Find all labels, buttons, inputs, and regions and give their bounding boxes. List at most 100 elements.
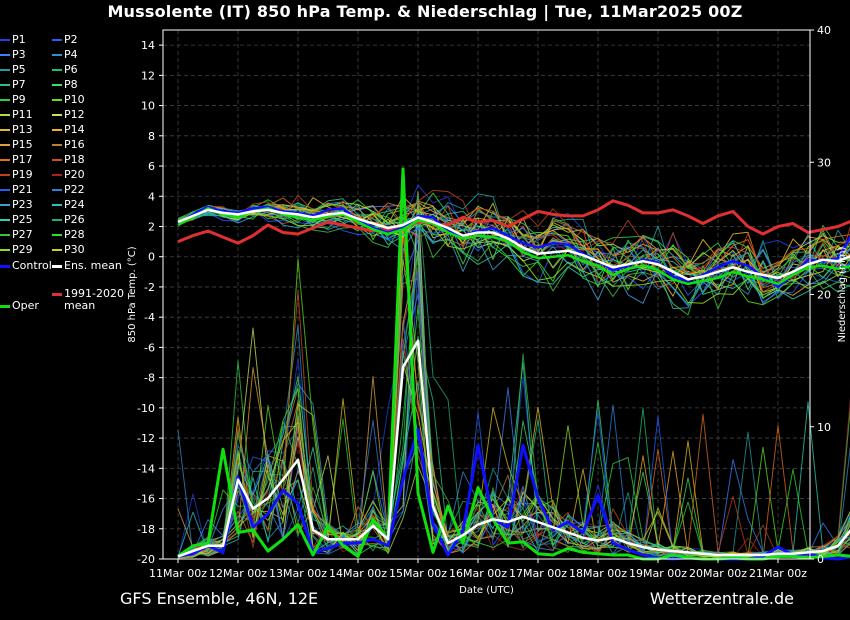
legend-swatch (52, 144, 62, 146)
legend-label: P12 (64, 108, 85, 121)
y-tick-label: -18 (137, 523, 155, 536)
legend-swatch (0, 249, 10, 251)
legend-label: P6 (64, 63, 78, 76)
legend-label: Control (12, 259, 52, 272)
y-tick-label: 4 (148, 190, 155, 203)
legend-label: P8 (64, 78, 78, 91)
legend-label: P7 (12, 78, 26, 91)
legend-label: P26 (64, 213, 85, 226)
chart-title: Mussolente (IT) 850 hPa Temp. & Niedersc… (107, 2, 743, 21)
legend-swatch (52, 292, 62, 296)
legend-item: P15 (0, 139, 33, 151)
y-tick-label: 2 (148, 220, 155, 233)
grid (163, 30, 810, 560)
legend-swatch (0, 114, 10, 116)
legend-item: P30 (52, 244, 85, 256)
legend-mean: Ens. mean (52, 260, 122, 272)
legend-item: P10 (52, 94, 85, 106)
legend-swatch (0, 234, 10, 236)
legend-oper: Oper (0, 300, 39, 312)
legend-swatch (0, 219, 10, 221)
legend-label: P1 (12, 33, 26, 46)
legend-label: P11 (12, 108, 33, 121)
legend-swatch (0, 69, 10, 71)
legend-label: P24 (64, 198, 85, 211)
y-tick-label: 10 (141, 100, 155, 113)
control-precip-line (177, 427, 850, 561)
legend-item: P7 (0, 79, 26, 91)
legend-item: P2 (52, 34, 78, 46)
y-tick-label: -6 (144, 341, 155, 354)
y-tick-label: -16 (137, 493, 155, 506)
legend-item: P29 (0, 244, 33, 256)
member-temp-line (177, 211, 850, 310)
legend-swatch (52, 249, 62, 251)
x-tick-label: 18Mar 00z (569, 567, 627, 580)
legend-climate-line2: mean (64, 299, 96, 312)
legend-label: P4 (64, 48, 78, 61)
legend-item: P3 (0, 49, 26, 61)
legend-item: P23 (0, 199, 33, 211)
legend-item: P1 (0, 34, 26, 46)
legend-control: Control (0, 260, 52, 272)
legend-swatch (52, 174, 62, 176)
legend-item: P13 (0, 124, 33, 136)
legend-label: P3 (12, 48, 26, 61)
legend-item: P14 (52, 124, 85, 136)
legend-item: P17 (0, 154, 33, 166)
legend-label: P21 (12, 183, 33, 196)
legend-item: P28 (52, 229, 85, 241)
legend-swatch (52, 54, 62, 56)
x-tick-label: 20Mar 00z (689, 567, 747, 580)
legend-label: P2 (64, 33, 78, 46)
legend-swatch (52, 159, 62, 161)
legend-label: P14 (64, 123, 85, 136)
legend-label: P17 (12, 153, 33, 166)
legend-label: P15 (12, 138, 33, 151)
member-precip-line (177, 363, 850, 558)
x-tick-label: 11Mar 00z (149, 567, 207, 580)
legend-label: P10 (64, 93, 85, 106)
x-tick-label: 12Mar 00z (209, 567, 267, 580)
legend-swatch (0, 304, 10, 308)
x-tick-label: 13Mar 00z (269, 567, 327, 580)
x-tick-label: 14Mar 00z (329, 567, 387, 580)
y2-tick-label: 20 (817, 289, 831, 302)
legend-swatch (52, 219, 62, 221)
legend-item: P27 (0, 229, 33, 241)
mean-precip-line (177, 339, 850, 558)
legend-swatch (0, 84, 10, 86)
y-tick-label: 8 (148, 130, 155, 143)
y2-tick-label: 0 (817, 553, 824, 566)
y-tick-label: 0 (148, 251, 155, 264)
legend-label: P18 (64, 153, 85, 166)
legend-swatch (0, 159, 10, 161)
y2-tick-label: 30 (817, 156, 831, 169)
y-tick-label: -2 (144, 281, 155, 294)
model-label: GFS Ensemble, 46N, 12E (120, 589, 319, 608)
climate-mean-line (177, 199, 850, 245)
legend-label: P28 (64, 228, 85, 241)
legend-item: P9 (0, 94, 26, 106)
member-temp-line (177, 207, 850, 304)
legend-swatch (0, 204, 10, 206)
legend-swatch (0, 264, 10, 268)
y2-tick-label: 10 (817, 421, 831, 434)
y-axis-label: 850 hPa Temp. (°C) (127, 246, 138, 342)
legend-swatch (0, 54, 10, 56)
legend-label: P30 (64, 243, 85, 256)
legend-item: P22 (52, 184, 85, 196)
legend-item: P18 (52, 154, 85, 166)
legend-label: P27 (12, 228, 33, 241)
legend-swatch (52, 39, 62, 41)
legend-swatch (52, 84, 62, 86)
legend-climate: 1991-2020 mean (52, 288, 124, 312)
legend-label: Ens. mean (64, 259, 122, 272)
legend-swatch (52, 129, 62, 131)
highlight-lines (177, 167, 850, 561)
legend-item: P16 (52, 139, 85, 151)
y2-axis-label: Niederschlag (mm) (837, 247, 848, 343)
legend-swatch (52, 204, 62, 206)
mean-temp-line (177, 208, 850, 281)
legend-label: P22 (64, 183, 85, 196)
